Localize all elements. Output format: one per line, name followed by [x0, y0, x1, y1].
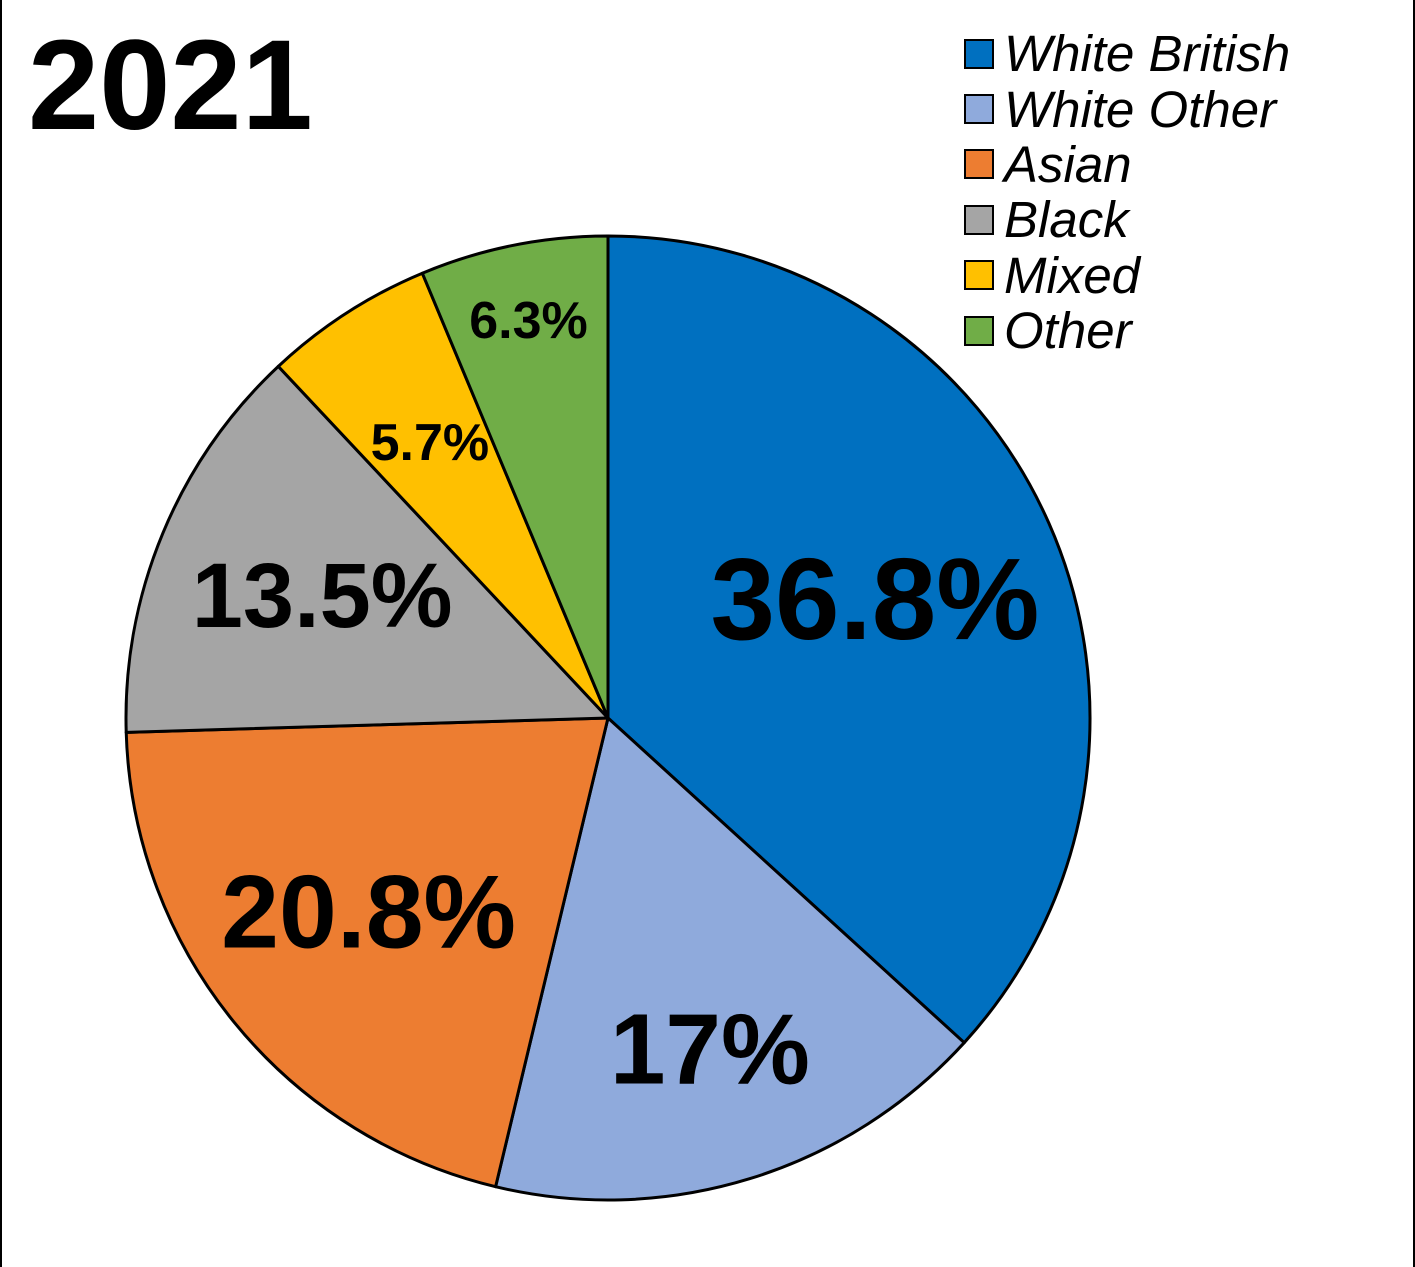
pie-slice-black [124, 364, 610, 734]
legend-label: White Other [1004, 80, 1277, 138]
data-label-asian: 20.8% [221, 855, 516, 971]
legend-item-black: Black [964, 191, 1290, 249]
legend-item-mixed: Mixed [964, 246, 1290, 304]
pie-slice-white-other [494, 716, 966, 1202]
legend-label: Black [1004, 191, 1129, 249]
data-label-black: 13.5% [192, 545, 453, 647]
legend-swatch [964, 204, 994, 235]
legend-swatch [964, 315, 994, 346]
legend-label: Mixed [1004, 246, 1141, 304]
legend-label: White British [1004, 25, 1291, 83]
data-label-white-british: 36.8% [710, 534, 1039, 664]
pie-slice-asian [124, 716, 610, 1189]
data-label-other: 6.3% [469, 292, 588, 350]
pie-slice-other [420, 234, 610, 720]
legend-label: Other [1004, 302, 1132, 360]
legend-swatch [964, 94, 994, 125]
data-label-mixed: 5.7% [371, 414, 490, 472]
data-label-white-other: 17% [610, 994, 810, 1106]
legend-item-white-other: White Other [964, 80, 1290, 138]
pie-slice-white-british [606, 234, 1092, 1045]
legend-swatch [964, 149, 994, 180]
legend-label: Asian [1004, 135, 1132, 193]
legend: White British White Other Asian Black Mixed O… [964, 25, 1291, 360]
legend-swatch [964, 260, 994, 291]
pie-slice-mixed [276, 271, 610, 720]
legend-item-other: Other [964, 302, 1290, 360]
chart-title: 2021 [28, 14, 313, 157]
legend-swatch [964, 38, 994, 69]
legend-item-asian: Asian [964, 135, 1290, 193]
legend-item-white-british: White British [964, 25, 1291, 83]
